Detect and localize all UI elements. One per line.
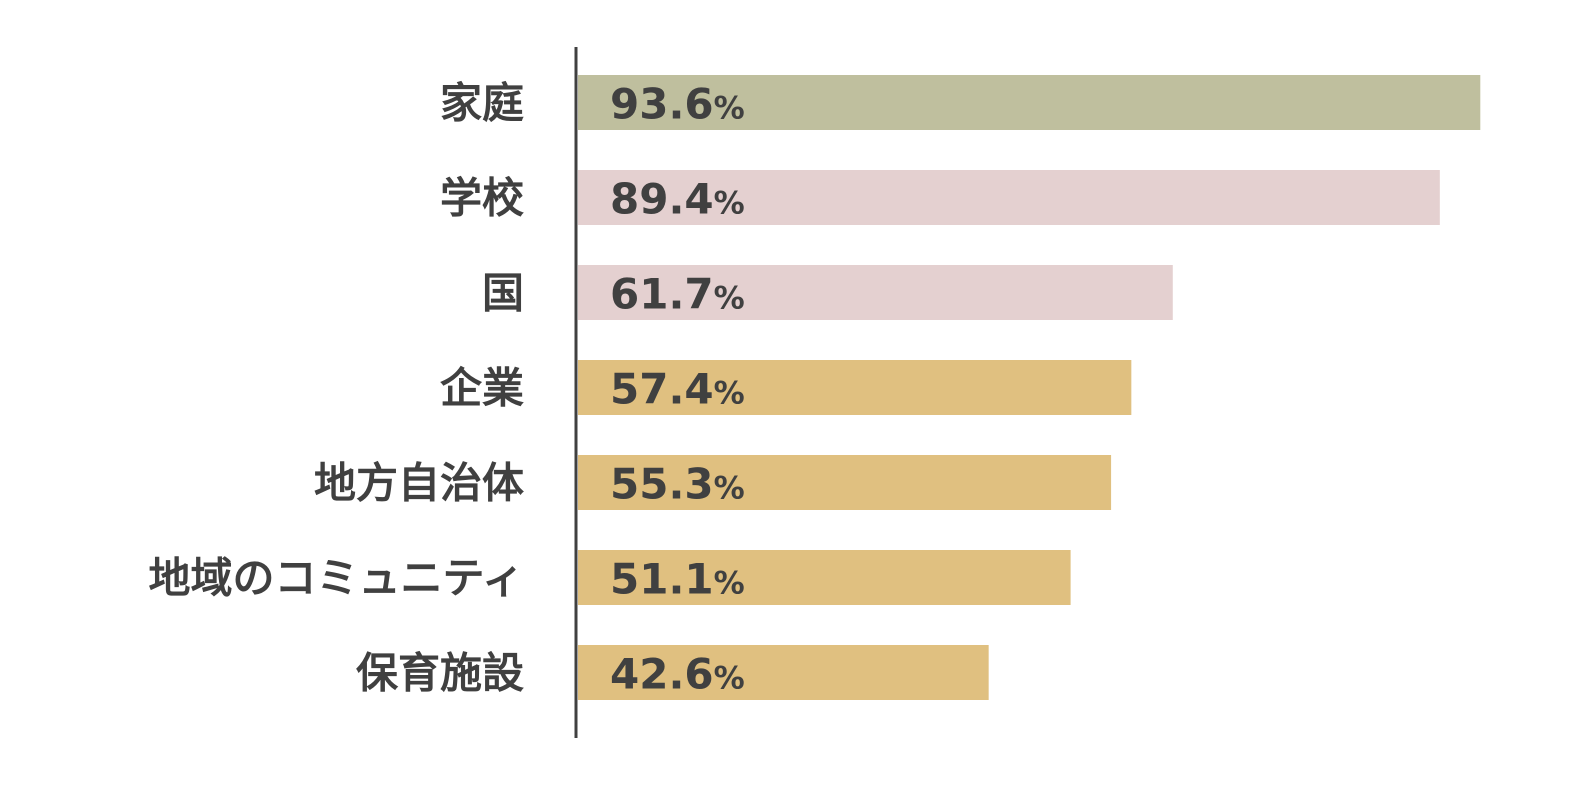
category-label: 保育施設 xyxy=(356,649,524,698)
bar-2 xyxy=(578,170,1440,225)
value-unit: % xyxy=(714,566,745,602)
value-number: 93.6 xyxy=(610,80,714,129)
category-label: 家庭 xyxy=(440,79,524,128)
value-unit: % xyxy=(714,281,745,317)
value-label: 51.1% xyxy=(610,555,745,604)
value-number: 42.6 xyxy=(610,650,714,699)
value-unit: % xyxy=(714,661,745,697)
value-label: 89.4% xyxy=(610,175,745,224)
value-label: 57.4% xyxy=(610,365,745,414)
bars xyxy=(578,75,1481,700)
value-label: 93.6% xyxy=(610,80,745,129)
value-number: 89.4 xyxy=(610,175,714,224)
value-number: 61.7 xyxy=(610,270,714,319)
bar-7 xyxy=(578,645,989,700)
value-label: 55.3% xyxy=(610,460,745,509)
bar-3 xyxy=(578,265,1173,320)
bar-1 xyxy=(578,75,1481,130)
value-label: 61.7% xyxy=(610,270,745,319)
category-label: 企業 xyxy=(440,364,524,413)
value-unit: % xyxy=(714,186,745,222)
category-label: 学校 xyxy=(440,174,524,223)
value-unit: % xyxy=(714,471,745,507)
bar-5 xyxy=(578,455,1112,510)
bar-4 xyxy=(578,360,1132,415)
value-label: 42.6% xyxy=(610,650,745,699)
category-label: 地方自治体 xyxy=(314,459,524,508)
value-unit: % xyxy=(714,376,745,412)
value-number: 55.3 xyxy=(610,460,714,509)
category-label: 国 xyxy=(482,269,524,318)
labels: 家庭 93.6% 学校 89.4% 国 61.7% 企業 57.4% 地方自治体 55.3% 地域の… xyxy=(149,79,745,699)
value-number: 57.4 xyxy=(610,365,714,414)
bar-6 xyxy=(578,550,1071,605)
category-label: 地域のコミュニティ xyxy=(149,554,524,603)
value-unit: % xyxy=(714,91,745,127)
value-number: 51.1 xyxy=(610,555,714,604)
